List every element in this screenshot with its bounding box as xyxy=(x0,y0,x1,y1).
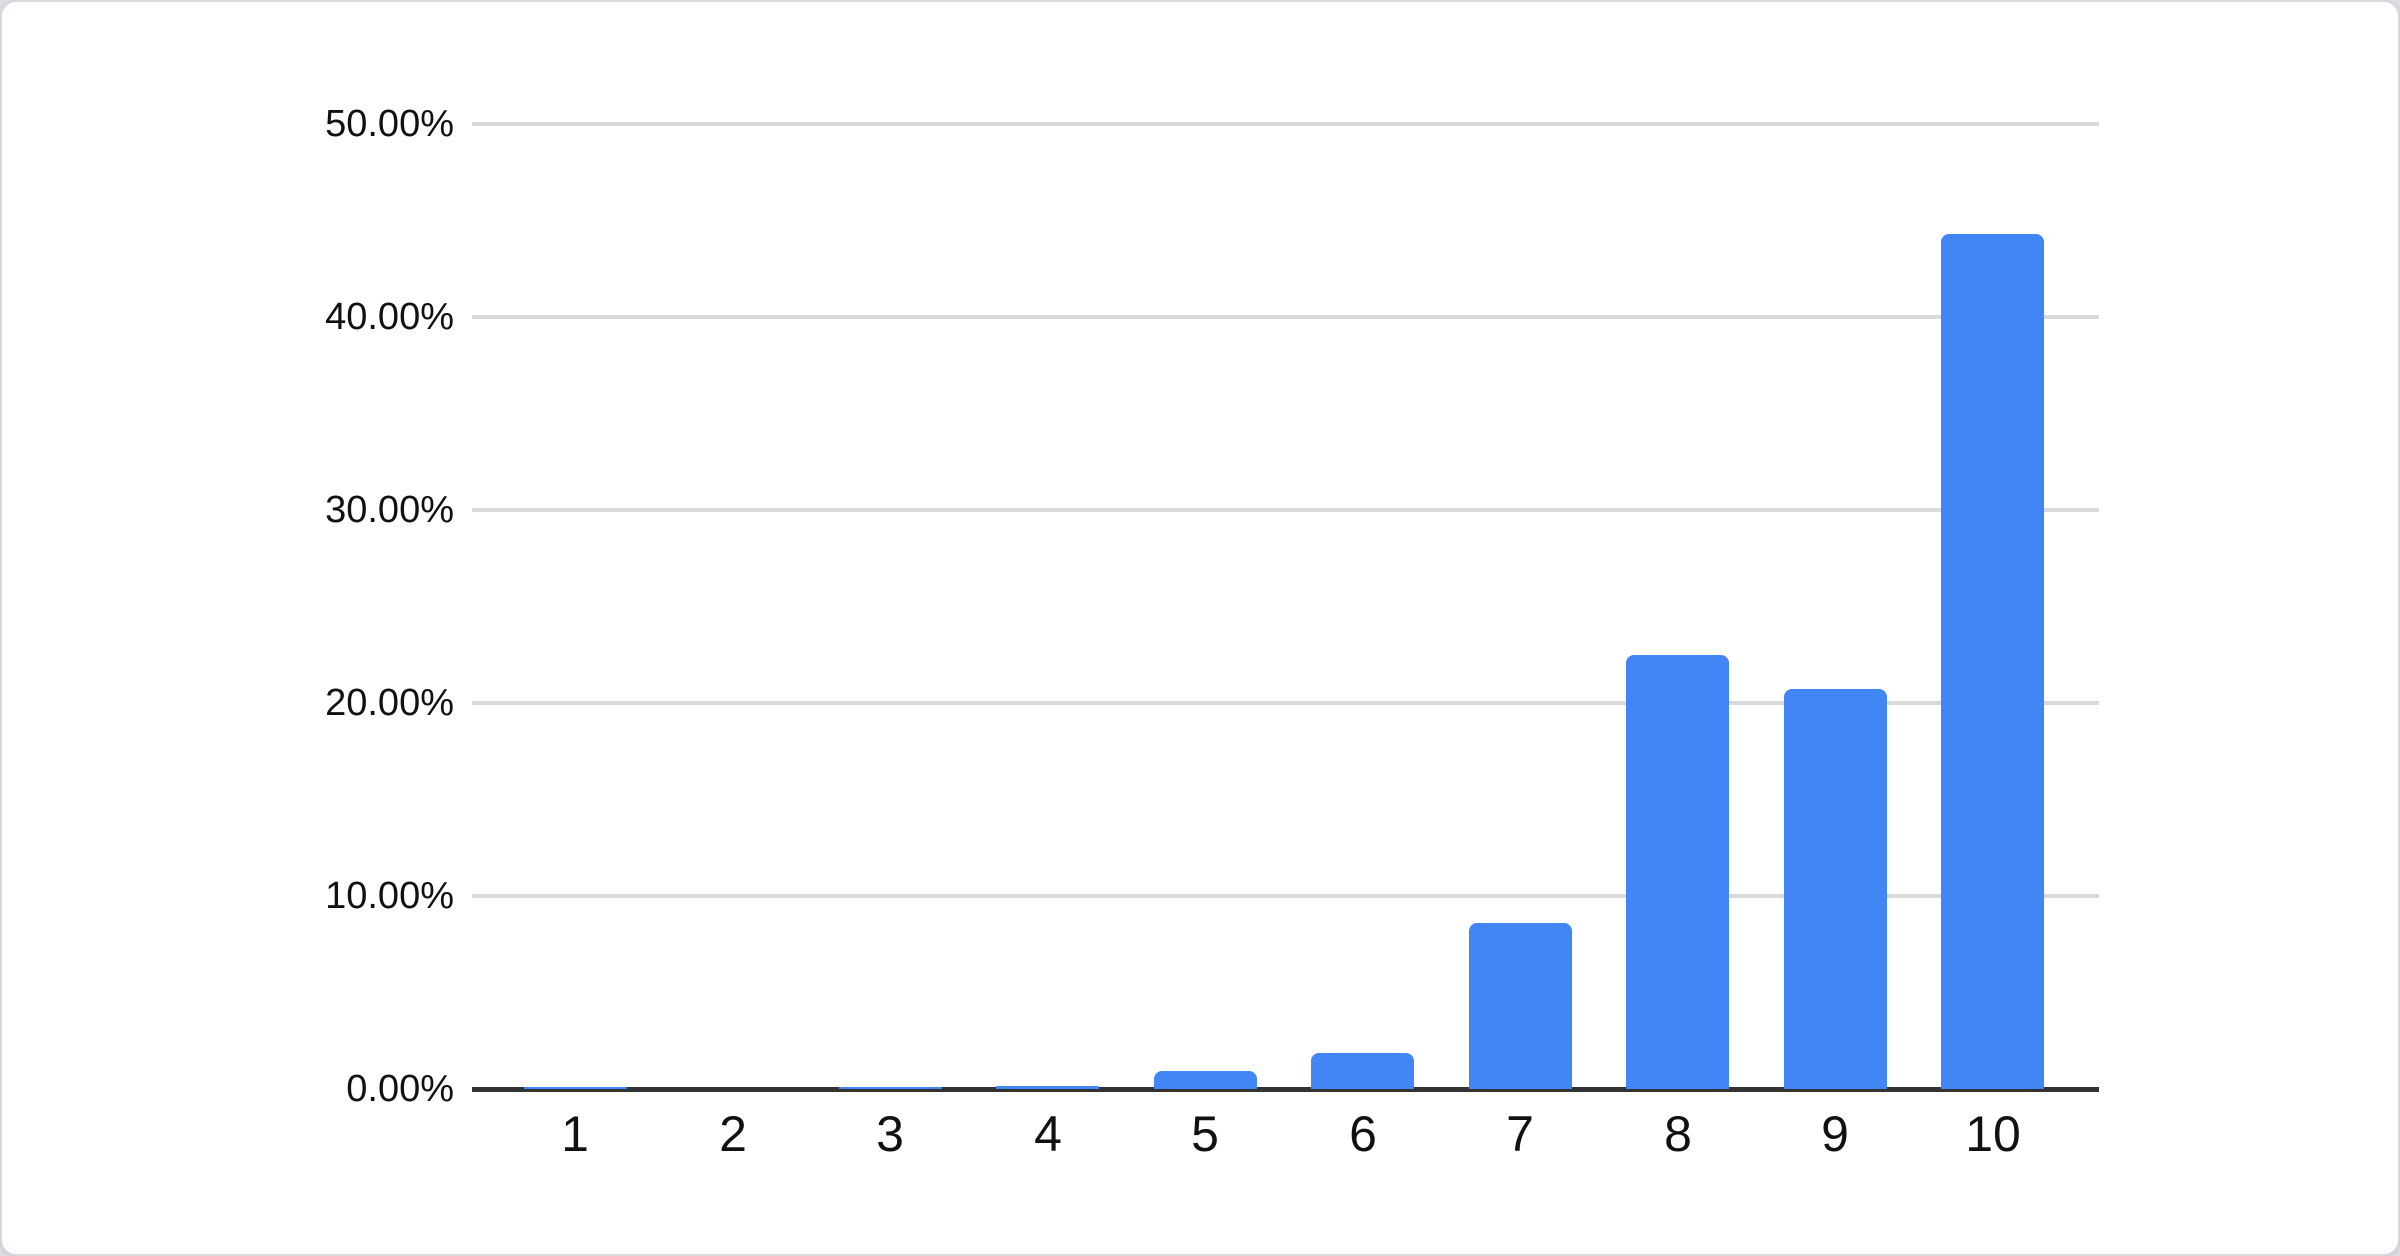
bar-4[interactable] xyxy=(996,1086,1099,1089)
x-axis-tick-label: 10 xyxy=(1965,1106,2021,1162)
x-axis-tick-label: 1 xyxy=(561,1106,589,1162)
gridline xyxy=(472,122,2099,126)
gridline xyxy=(472,508,2099,512)
x-axis-tick-label: 9 xyxy=(1821,1106,1849,1162)
bar-7[interactable] xyxy=(1469,923,1572,1089)
x-axis-tick-label: 5 xyxy=(1191,1106,1219,1162)
bar-9[interactable] xyxy=(1784,689,1887,1089)
gridline xyxy=(472,315,2099,319)
x-axis-tick-label: 8 xyxy=(1664,1106,1692,1162)
y-axis-tick-label: 20.00% xyxy=(325,682,454,724)
y-axis-tick-label: 10.00% xyxy=(325,875,454,917)
x-axis-tick-label: 2 xyxy=(719,1106,747,1162)
y-axis-tick-label: 50.00% xyxy=(325,103,454,145)
y-axis-tick-label: 30.00% xyxy=(325,489,454,531)
bar-3[interactable] xyxy=(839,1087,942,1089)
y-axis-tick-label: 0.00% xyxy=(346,1068,454,1110)
x-axis-tick-label: 7 xyxy=(1506,1106,1534,1162)
bar-1[interactable] xyxy=(524,1087,627,1089)
bar-10[interactable] xyxy=(1941,234,2044,1089)
y-axis-tick-label: 40.00% xyxy=(325,296,454,338)
gridline xyxy=(472,894,2099,898)
x-axis-baseline xyxy=(472,1087,2099,1092)
bar-8[interactable] xyxy=(1626,655,1729,1089)
x-axis-tick-label: 3 xyxy=(876,1106,904,1162)
gridline xyxy=(472,701,2099,705)
x-axis-tick-label: 4 xyxy=(1034,1106,1062,1162)
bar-6[interactable] xyxy=(1311,1053,1414,1089)
bar-5[interactable] xyxy=(1154,1071,1257,1089)
x-axis-tick-label: 6 xyxy=(1349,1106,1377,1162)
